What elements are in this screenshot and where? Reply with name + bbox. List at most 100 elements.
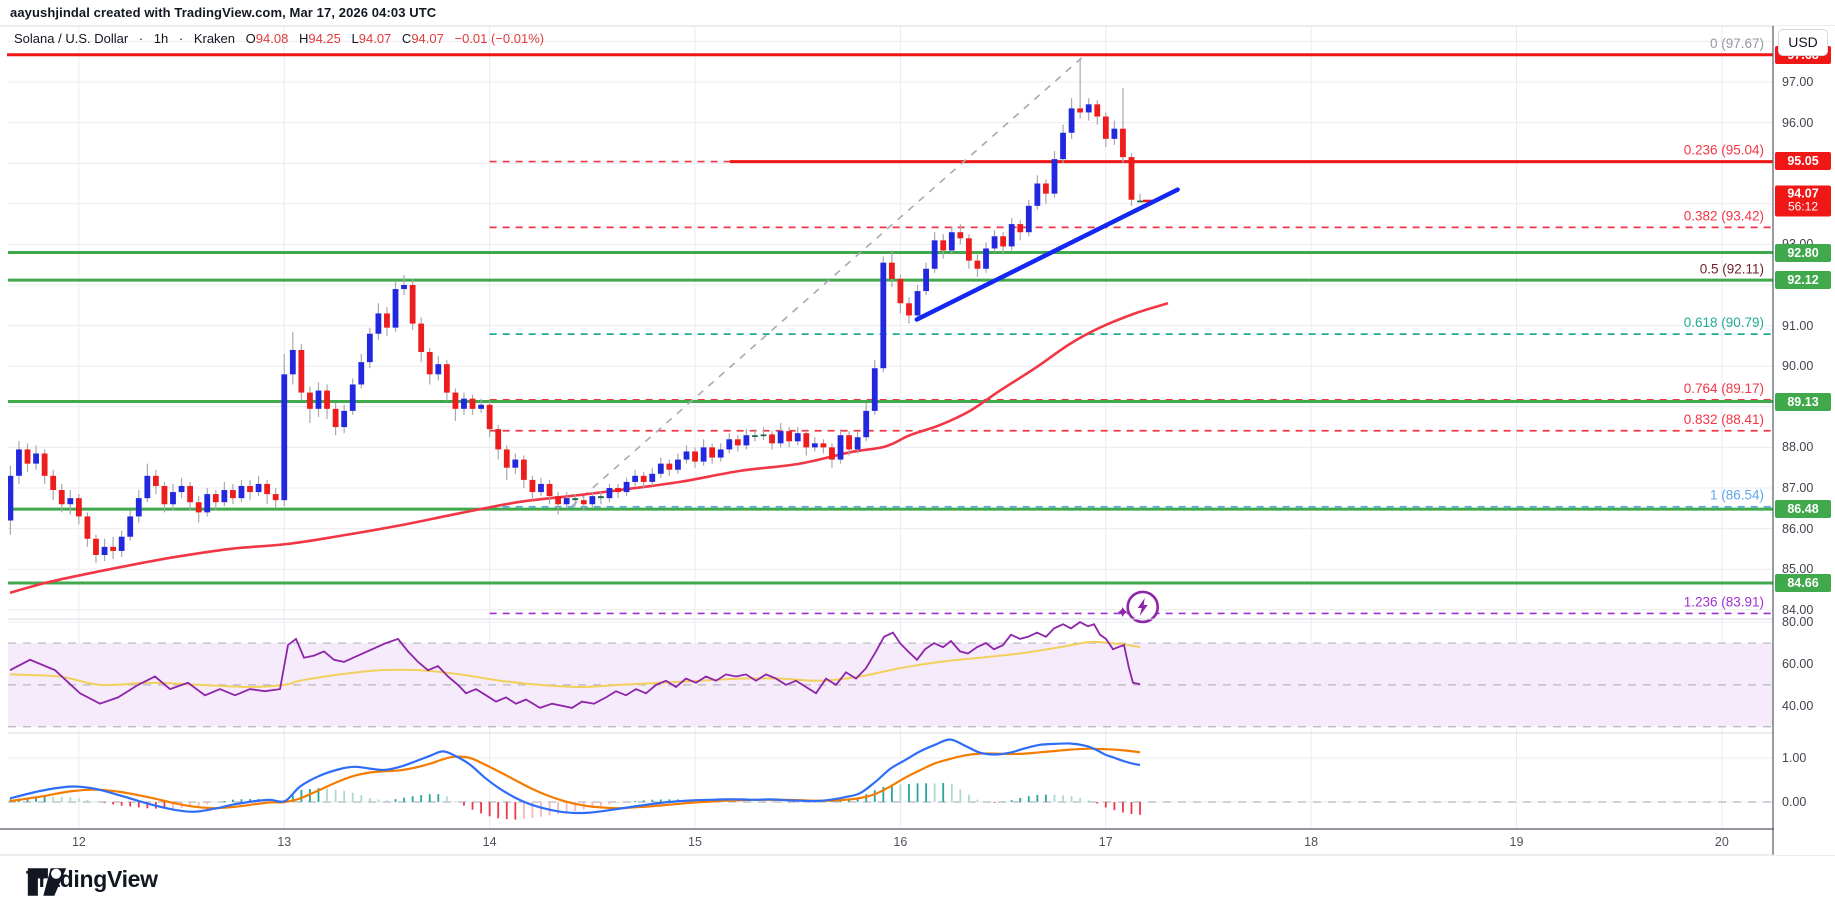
candle-body [247,485,253,493]
candle-body [563,498,570,505]
candle-body [615,488,621,493]
candle-body [906,303,912,316]
tradingview-logo-icon [27,868,67,896]
candle-body [803,433,810,448]
candle-body [598,496,604,499]
low-value: 94.07 [358,31,392,46]
high-label: H [298,31,309,46]
candle-body [546,483,553,497]
candle-body [144,475,151,499]
lightning-marker-icon[interactable] [1117,590,1160,624]
fib-retracement-lines[interactable] [489,53,1773,615]
symbol-title-bar[interactable]: Solana / U.S. Dollar · 1h · Kraken O94.0… [14,31,544,46]
candle-body [127,516,134,537]
candle-body [24,449,31,464]
candle-body [983,248,989,269]
candle-body [1008,224,1015,247]
separator-dot: · [178,31,184,46]
candle-body [811,443,818,448]
candle-body [640,475,647,482]
candle-body [75,498,82,517]
candle-body [204,494,211,513]
time-axis-label[interactable]: 19 [1509,835,1524,849]
candle-body [649,473,656,482]
candle-body [863,410,870,438]
candle-body [135,498,142,517]
candle-body [426,351,433,375]
currency-toggle-button[interactable]: USD [1778,29,1828,56]
candle-body [409,285,416,324]
time-axis-label[interactable]: 14 [482,835,497,849]
candle-body [401,285,407,290]
fib-label: 0.832 (88.41) [1684,412,1764,427]
rsi-tick-label: 80.00 [1782,615,1814,630]
candle-body [777,431,784,444]
candle-body [820,443,827,448]
candle-body [692,451,698,462]
support-price-badge: 89.13 [1775,392,1831,411]
candle-body [1043,183,1049,194]
interval-label[interactable]: 1h [153,31,169,46]
price-axis[interactable]: USD 97.6895.0594.0756:1292.8092.1289.138… [1774,26,1835,855]
support-resistance-lines[interactable] [7,53,1773,585]
high-value: 94.25 [308,31,341,46]
price-tick-label: 87.00 [1782,481,1814,495]
open-label: O [245,31,256,46]
fib-label: 0.764 (89.17) [1684,381,1764,396]
candle-body [948,232,955,251]
time-axis-label[interactable]: 16 [893,835,908,849]
candle-body [846,435,852,450]
candle-body [221,490,228,503]
candle-body [829,447,835,460]
gray-dashed-trendline[interactable] [571,54,1086,507]
candle-body [41,453,48,476]
candle-body [623,481,630,493]
fib-label: 0.382 (93.42) [1684,208,1764,223]
candle-body [238,485,245,499]
candle-body [940,240,947,251]
price-tick-label: 90.00 [1782,359,1814,374]
time-axis-label[interactable]: 17 [1098,835,1113,849]
red-moving-average-line[interactable] [9,302,1169,594]
candle-body [230,490,236,499]
time-axis-label[interactable]: 13 [277,835,292,849]
candle-body [84,516,91,539]
candle-body [324,390,330,409]
candle-body [572,498,579,501]
candle-body [1017,224,1024,233]
symbol-name[interactable]: Solana / U.S. Dollar [14,31,129,46]
candle-body [1102,116,1109,139]
candle-body [443,364,450,393]
candle-body [880,262,887,369]
price-tick-label: 88.00 [1782,440,1814,455]
candle-body [332,408,339,428]
support-price-badge: 86.48 [1775,500,1831,519]
macd-line[interactable] [9,738,1141,815]
rsi-line[interactable] [9,621,1141,709]
candle-body [93,538,99,555]
candle-body [392,289,399,328]
rsi-ma-line[interactable] [9,640,1141,689]
bar-countdown: 56:12 [1787,199,1819,214]
tradingview-logo[interactable]: TradingView [26,866,158,896]
candle-body [315,390,322,409]
candlesticks[interactable] [8,59,1143,564]
time-axis-label[interactable]: 18 [1304,835,1319,849]
time-axis-label[interactable]: 15 [688,835,702,849]
fib-label: 1.236 (83.91) [1684,594,1764,609]
candle-body [170,492,176,505]
blue-trendline[interactable] [914,187,1180,322]
support-price-badge: 92.12 [1775,271,1831,290]
time-axis-label[interactable]: 20 [1714,835,1729,849]
candle-body [1137,200,1143,203]
close-value: 94.07 [411,31,444,46]
candle-body [195,502,202,513]
candle-body [871,368,878,411]
time-axis[interactable]: 12 13 14 15 16 17 18 19 20 [0,829,1835,855]
candle-body [118,536,125,551]
candle-body [503,449,510,468]
candle-body [666,463,673,470]
time-axis-label[interactable]: 12 [71,835,86,849]
candle-body [1068,108,1075,133]
